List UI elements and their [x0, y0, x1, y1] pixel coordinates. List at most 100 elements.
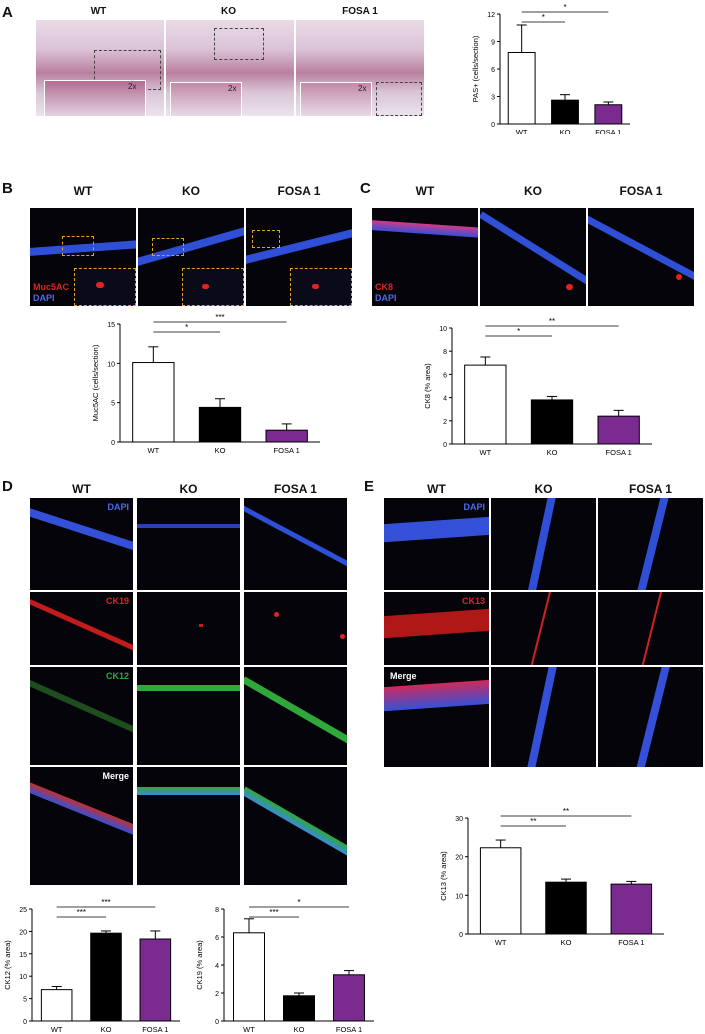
e-ck13-wt: CK13: [384, 592, 489, 665]
panel-letter-b: B: [2, 180, 13, 197]
d-dapi-ko: [137, 498, 240, 590]
y-axis-label: CK12 (% area): [3, 940, 12, 990]
x-tick-label: WT: [51, 1025, 63, 1034]
bar-fosa-1: [610, 883, 653, 935]
bar-fosa-1: [265, 429, 308, 443]
fluo-muc5ac-ko: [138, 208, 244, 306]
x-tick-label: KO: [547, 448, 558, 457]
significance-label: *: [542, 13, 545, 22]
e-merge-ko: [491, 667, 596, 767]
col-head-a-fosa: FOSA 1: [342, 6, 378, 17]
bar-ko: [551, 99, 579, 125]
chart-ck12: 0 5 10 15 20 25 CK12 (% area) WT KO FOSA 1 *** ***: [3, 898, 180, 1034]
d-ck19-wt: CK19: [30, 592, 133, 665]
he-image-wt: 2x: [36, 20, 164, 116]
fluo-ck8-fosa: [588, 208, 694, 306]
bar-ko: [530, 399, 574, 445]
y-tick-label: 5: [111, 401, 115, 408]
significance-label: *: [517, 327, 520, 336]
x-tick-label: KO: [561, 938, 572, 947]
panel-letter-d: D: [2, 478, 13, 495]
row-label-dapi-d: DAPI: [107, 502, 129, 512]
row-label-dapi-e: DAPI: [463, 502, 485, 512]
row-label-ck12: CK12: [105, 671, 129, 681]
x-tick-label: FOSA 1: [595, 128, 621, 134]
y-tick-label: 0: [215, 1019, 219, 1026]
d-ck12-fosa: [244, 667, 347, 765]
significance-label: *: [563, 3, 566, 12]
he-image-fosa: 2x: [296, 20, 424, 116]
e-dapi-ko: [491, 498, 596, 590]
e-ck13-ko: [491, 592, 596, 665]
x-tick-label: FOSA 1: [336, 1025, 362, 1034]
y-axis-label: CK13 (% area): [439, 851, 448, 901]
y-tick-label: 30: [455, 816, 463, 823]
y-axis-label: Muc5AC (cells/section): [91, 344, 100, 421]
y-tick-label: 4: [443, 396, 447, 403]
fluo-ck8-wt: CK8 DAPI: [372, 208, 478, 306]
d-ck12-wt: CK12: [30, 667, 133, 765]
col-head-e-fosa: FOSA 1: [629, 482, 672, 496]
y-axis-label: CK19 (% area): [196, 940, 204, 990]
d-merge-ko: [137, 767, 240, 885]
e-dapi-wt: DAPI: [384, 498, 489, 590]
row-label-merge-e: Merge: [390, 671, 417, 681]
d-ck19-fosa: [244, 592, 347, 665]
y-tick-label: 9: [491, 40, 495, 47]
y-tick-label: 8: [215, 907, 219, 914]
bar-wt: [132, 362, 175, 443]
stain-label-muc5ac: Muc5AC: [33, 282, 70, 292]
x-tick-label: FOSA 1: [274, 446, 300, 455]
significance-label: ***: [269, 908, 278, 917]
fluo-muc5ac-wt: Muc5AC DAPI: [30, 208, 136, 306]
y-tick-label: 0: [23, 1019, 27, 1026]
y-tick-label: 10: [107, 361, 115, 368]
y-axis-label: CK8 (% area): [423, 363, 432, 409]
y-tick-label: 10: [439, 326, 447, 333]
y-tick-label: 10: [455, 893, 463, 900]
y-tick-label: 15: [19, 952, 27, 959]
x-tick-label: FOSA 1: [142, 1025, 168, 1034]
y-tick-label: 3: [491, 95, 495, 102]
y-tick-label: 25: [19, 907, 27, 914]
col-head-a-ko: KO: [221, 6, 236, 17]
panel-letter-c: C: [360, 180, 371, 197]
bar-ko: [545, 881, 587, 935]
significance-label: **: [563, 807, 569, 816]
col-head-c-ko: KO: [524, 184, 542, 198]
stain-label-dapi-b: DAPI: [33, 293, 55, 303]
bar-ko: [90, 932, 122, 1022]
significance-label: **: [549, 317, 555, 326]
e-merge-fosa: [598, 667, 703, 767]
y-tick-label: 6: [443, 372, 447, 379]
col-head-b-ko: KO: [182, 184, 200, 198]
y-tick-label: 6: [215, 935, 219, 942]
y-tick-label: 0: [111, 440, 115, 447]
bar-fosa-1: [597, 415, 640, 445]
y-tick-label: 6: [491, 67, 495, 74]
col-head-b-fosa: FOSA 1: [277, 184, 321, 198]
y-tick-label: 0: [443, 442, 447, 449]
col-head-e-wt: WT: [427, 482, 446, 496]
inset-label-ko: 2x: [228, 84, 237, 93]
x-tick-label: KO: [101, 1025, 112, 1034]
y-tick-label: 5: [23, 997, 27, 1004]
bar-fosa-1: [594, 104, 623, 125]
y-axis-label: PAS+ (cells/section): [471, 35, 480, 102]
y-tick-label: 10: [19, 974, 27, 981]
row-label-merge-d: Merge: [102, 771, 129, 781]
stain-label-dapi-c: DAPI: [375, 293, 397, 303]
y-tick-label: 2: [443, 419, 447, 426]
x-tick-label: WT: [516, 128, 528, 134]
y-tick-label: 12: [487, 12, 495, 19]
bar-wt: [507, 52, 536, 125]
x-tick-label: KO: [294, 1025, 305, 1034]
y-tick-label: 20: [455, 855, 463, 862]
y-tick-label: 15: [107, 322, 115, 329]
col-head-c-fosa: FOSA 1: [619, 184, 663, 198]
col-head-d-ko: KO: [179, 482, 198, 496]
d-merge-fosa: [244, 767, 347, 885]
